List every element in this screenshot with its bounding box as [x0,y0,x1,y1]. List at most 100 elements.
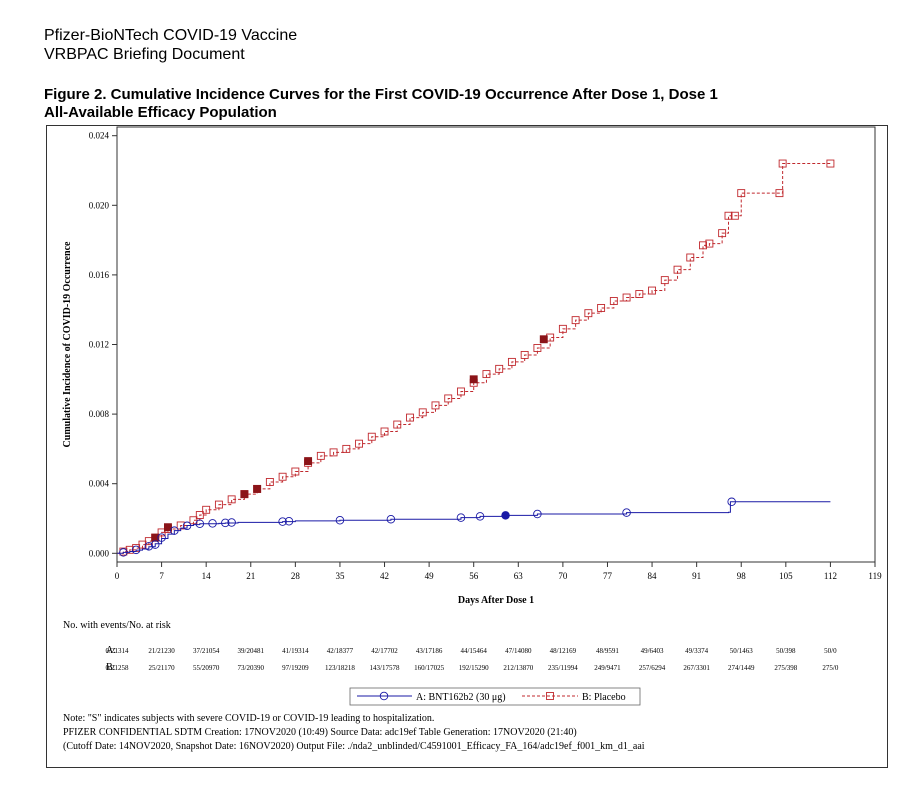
bnt162b2-severe-marker [501,511,510,520]
x-tick-label: 56 [469,571,479,581]
bnt162b2-marker [278,517,287,526]
placebo-marker [584,309,593,318]
bnt162b2-marker [533,509,542,519]
at-risk-cell-b: 55/20970 [193,664,220,672]
bnt162b2-marker [221,518,230,528]
at-risk-cell-a: 21/21230 [148,647,175,655]
bnt162b2-marker [335,515,345,525]
at-risk-cell-a: 48/9591 [596,647,619,655]
x-tick-label: 63 [514,571,524,581]
placebo-marker [705,239,714,248]
bnt162b2-marker [386,514,396,524]
placebo-marker [291,467,300,476]
bnt162b2-marker [170,526,179,535]
placebo-marker [778,159,787,168]
placebo-severe-marker [539,335,548,344]
placebo-marker [367,432,376,441]
x-tick-label: 70 [558,571,568,581]
placebo-marker [355,439,364,448]
at-risk-cell-a: 49/6403 [641,647,664,655]
at-risk-cell-b: 97/19209 [282,664,309,672]
placebo-marker [635,290,644,298]
x-tick-label: 14 [202,571,212,581]
plot-area [116,126,876,563]
placebo-marker [265,478,274,486]
x-tick-label: 105 [779,571,793,581]
axes: 0 7 14 21 28 35 42 49 56 63 70 77 84 91 98 105 112 119 0.0… [62,126,882,606]
at-risk-cell-b: 25/21170 [148,664,175,672]
legend-marker-b [546,692,554,700]
at-risk-cell-a: 49/3374 [685,647,708,655]
note-line-2: PFIZER CONFIDENTIAL SDTM Creation: 17NOV… [63,727,577,738]
x-tick-label: 49 [425,571,435,581]
at-risk-cell-a: 50/1463 [730,647,753,655]
legend-label-a: A: BNT162b2 (30 μg) [416,692,506,703]
x-tick-label: 91 [692,571,701,581]
figure-title-line-2: All-Available Efficacy Population [44,104,277,121]
figure-title: Figure 2. Cumulative Incidence Curves fo… [44,86,718,122]
at-risk-cell-a: 50/398 [776,647,796,655]
bnt162b2-marker [144,542,154,551]
placebo-marker [444,394,453,403]
at-risk-cell-a: 0/21314 [106,647,129,655]
placebo-severe-marker [253,484,262,493]
placebo-marker [648,286,657,295]
placebo-marker [278,472,287,481]
bnt162b2-marker [227,518,236,527]
placebo-marker [316,451,325,460]
placebo-marker [622,293,631,302]
bnt162b2-marker [284,517,294,526]
placebo-marker [202,505,211,514]
placebo-marker [507,357,516,366]
at-risk-cell-a: 44/15464 [460,647,487,655]
notes: Note: "S" indicates subjects with severe… [63,712,645,754]
at-risk-cell-a: 42/18377 [327,647,354,655]
y-tick-label: 0.012 [89,340,109,350]
at-risk-cell-a: 42/17702 [371,647,398,655]
bnt162b2-marker [150,540,160,549]
series-line-bnt162b2 [117,501,831,554]
at-risk-cell-a: 37/21054 [193,647,220,655]
note-line-3: (Cutoff Date: 14NOV2020, Snapshot Date: … [63,741,645,752]
at-risk-cell-b: 275/398 [774,664,797,672]
x-tick-label: 42 [380,571,389,581]
placebo-marker [533,344,542,352]
placebo-marker [393,420,402,429]
at-risk-cell-a: 47/14080 [505,647,532,655]
y-tick-label: 0.020 [89,200,110,210]
placebo-marker [699,241,707,250]
x-tick-label: 119 [868,571,882,581]
at-risk-label-b: B: [106,662,115,673]
x-tick-label: 28 [291,571,301,581]
placebo-marker [495,364,504,373]
at-risk-cell-b: 0/21258 [106,664,129,672]
figure-frame [46,125,888,768]
placebo-marker [597,304,606,312]
at-risk-cell-b: 123/18218 [325,664,355,672]
series-layer [117,159,835,557]
placebo-marker [482,370,491,379]
bnt162b2-marker [182,521,192,531]
header-line-2: VRBPAC Briefing Document [44,46,245,63]
placebo-marker [730,211,739,220]
x-tick-label: 98 [737,571,747,581]
placebo-marker [737,189,746,198]
note-line-1: Note: "S" indicates subjects with severe… [63,713,435,724]
at-risk-cell-b: 275/0 [822,664,838,672]
at-risk-cell-a: 50/0 [824,647,837,655]
at-risk-cell-a: 39/20481 [238,647,265,655]
placebo-marker [673,265,682,274]
placebo-marker [520,350,529,359]
at-risk-cell-a: 43/17186 [416,647,443,655]
bnt162b2-marker [119,548,128,557]
at-risk-cell-b: 257/6294 [639,664,666,672]
at-risk-cell-b: 160/17025 [414,664,444,672]
x-tick-label: 7 [159,571,164,581]
placebo-marker [380,427,389,436]
at-risk-cell-b: 267/3301 [683,664,710,672]
placebo-marker [609,297,618,305]
series-line-placebo [117,163,831,554]
placebo-marker [826,159,835,168]
y-tick-label: 0.024 [89,131,110,141]
